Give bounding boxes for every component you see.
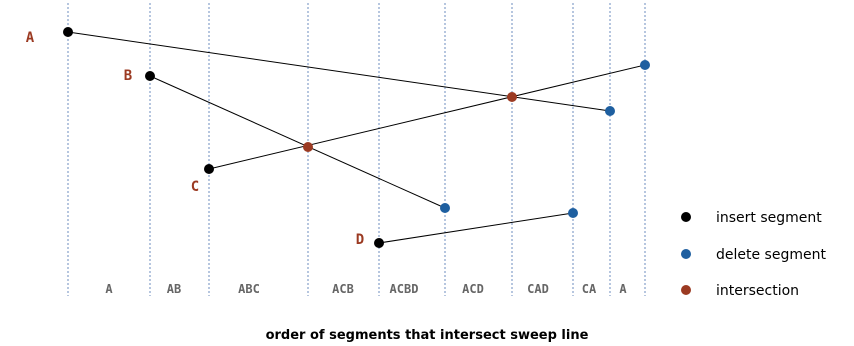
- seg-d-line: [378, 212, 574, 244]
- segment-labels: A B C D: [26, 30, 364, 248]
- seg-c-insert-point: [204, 164, 214, 174]
- seg-c-delete-point: [640, 60, 650, 70]
- legend-insert-label: insert segment: [716, 210, 822, 226]
- segments: [67, 31, 646, 244]
- order-label-6: ACD: [462, 282, 484, 296]
- order-labels: A AB ABC ACB ACBD ACD CAD CA A: [105, 282, 627, 296]
- seg-d-label: D: [356, 232, 364, 248]
- intersection-point-1: [303, 142, 313, 152]
- order-label-9: A: [619, 282, 627, 296]
- seg-a-delete-point: [605, 106, 615, 116]
- intersection-point-2: [507, 92, 517, 102]
- legend-intersection-marker: [681, 285, 691, 295]
- sweep-lines: [67, 3, 646, 296]
- order-label-5: ACBD: [390, 282, 419, 296]
- order-label-1: A: [105, 282, 113, 296]
- seg-b-delete-point: [440, 203, 450, 213]
- seg-a-insert-point: [63, 27, 73, 37]
- legend-intersection-label: intersection: [716, 283, 799, 299]
- order-label-7: CAD: [527, 282, 549, 296]
- legend-delete-marker: [681, 249, 691, 259]
- legend-insert-marker: [681, 212, 691, 222]
- seg-b-line: [149, 75, 446, 209]
- order-label-8: CA: [582, 282, 597, 296]
- seg-a-label: A: [26, 30, 35, 46]
- order-label-4: ACB: [332, 282, 354, 296]
- endpoints: [63, 27, 650, 248]
- order-label-3: ABC: [238, 282, 260, 296]
- legend-delete-label: delete segment: [716, 247, 826, 263]
- order-label-2: AB: [167, 282, 181, 296]
- seg-b-insert-point: [145, 71, 155, 81]
- legend: insert segment delete segment intersection: [681, 210, 826, 299]
- seg-c-label: C: [191, 179, 199, 195]
- caption: order of segments that intersect sweep l…: [266, 328, 589, 343]
- seg-b-label: B: [124, 68, 132, 84]
- seg-d-insert-point: [374, 238, 384, 248]
- seg-d-delete-point: [568, 208, 578, 218]
- seg-a-line: [67, 31, 611, 112]
- seg-c-line: [208, 64, 646, 170]
